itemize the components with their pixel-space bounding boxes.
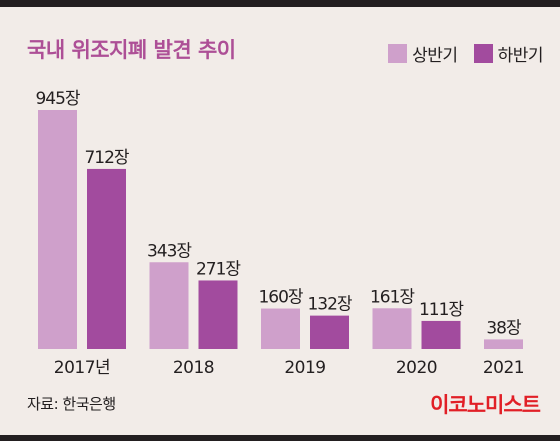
source-note: 자료: 한국은행 [27, 395, 116, 413]
legend-item-first-half: 상반기 [388, 41, 458, 66]
data-label-first-half-4: 38장 [486, 318, 522, 338]
data-label-first-half-2: 160장 [258, 288, 303, 308]
bar-first-half-0 [38, 110, 77, 349]
bar-first-half-3 [372, 308, 412, 349]
chart-title: 국내 위조지폐 발견 추이 [27, 38, 236, 62]
legend-item-second-half: 하반기 [473, 41, 544, 66]
bar-second-half-3 [421, 320, 461, 349]
bottom-border [0, 435, 560, 441]
category-label-2: 2019 [284, 358, 325, 378]
category-label-0: 2017년 [54, 358, 110, 378]
bar-second-half-2 [310, 315, 349, 349]
category-label-4: 2021 [483, 358, 524, 378]
data-label-second-half-0: 712장 [84, 148, 129, 168]
bar-first-half-4 [484, 339, 523, 349]
data-label-second-half-3: 111장 [419, 300, 464, 320]
legend: 상반기 하반기 [372, 41, 544, 66]
bar-second-half-0 [87, 168, 126, 349]
legend-label-first-half: 상반기 [412, 46, 458, 66]
top-border [0, 0, 560, 7]
bar-second-half-1 [198, 280, 238, 349]
data-label-second-half-1: 271장 [196, 259, 241, 279]
category-label-1: 2018 [173, 358, 214, 378]
brand-logo: 이코노미스트 [430, 393, 541, 417]
data-label-first-half-0: 945장 [35, 89, 80, 109]
legend-swatch-first-half [388, 44, 408, 63]
data-label-first-half-1: 343장 [147, 241, 192, 261]
bar-first-half-1 [149, 262, 189, 349]
data-label-first-half-3: 161장 [370, 287, 415, 307]
bar-first-half-2 [261, 308, 300, 349]
category-label-3: 2020 [396, 358, 437, 378]
data-label-second-half-2: 132장 [307, 295, 352, 315]
legend-label-second-half: 하반기 [497, 46, 544, 66]
legend-swatch-second-half [473, 44, 493, 63]
